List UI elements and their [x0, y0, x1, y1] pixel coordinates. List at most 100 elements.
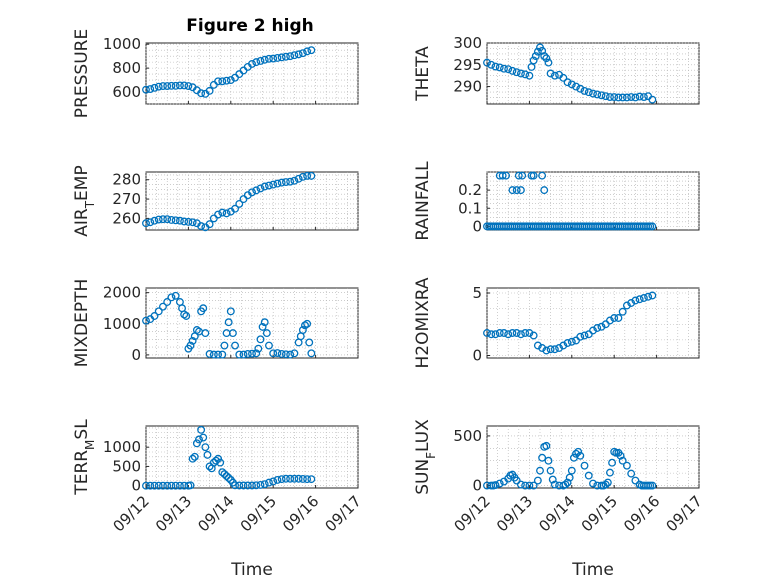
data-point	[525, 481, 534, 490]
data-point	[563, 78, 572, 87]
data-point	[303, 47, 312, 56]
data-point	[618, 456, 627, 465]
data-point	[529, 481, 538, 490]
data-point	[265, 341, 273, 350]
x-tick-label: 09/14	[194, 492, 237, 535]
data-point	[252, 349, 261, 358]
y-tick-label: 0	[472, 347, 482, 365]
data-point	[269, 180, 278, 189]
data-point	[167, 481, 176, 490]
data-point	[533, 47, 542, 56]
data-point	[231, 481, 239, 490]
data-point	[163, 298, 172, 306]
data-point	[281, 350, 290, 359]
data-point	[197, 89, 206, 98]
data-point	[197, 222, 206, 231]
data-point	[606, 468, 614, 477]
data-point	[262, 329, 271, 338]
data-point	[218, 350, 227, 359]
plot-area	[486, 287, 700, 359]
data-point	[150, 216, 159, 225]
data-point	[548, 475, 557, 484]
data-point	[265, 478, 273, 487]
data-point	[159, 82, 167, 91]
data-point	[188, 454, 197, 463]
y-tick-label: 295	[453, 56, 482, 74]
data-point	[209, 350, 218, 359]
data-point	[504, 65, 513, 74]
data-point	[243, 350, 252, 358]
y-axis-label: TERRMSL	[72, 419, 97, 496]
data-point	[546, 69, 555, 78]
data-point	[192, 326, 201, 334]
plot-area	[145, 287, 359, 359]
data-point	[214, 210, 223, 219]
y-tick-label: 0	[131, 477, 141, 495]
data-point	[512, 186, 521, 195]
data-point	[563, 339, 572, 347]
data-point	[252, 186, 261, 195]
data-point	[224, 474, 233, 482]
data-point	[521, 329, 530, 337]
data-point	[273, 54, 282, 62]
data-point	[209, 214, 218, 223]
data-point	[512, 476, 521, 485]
y-tick-label: 0	[472, 217, 482, 235]
data-point	[150, 312, 159, 320]
data-point	[495, 479, 504, 488]
data-point	[214, 454, 223, 463]
data-point	[491, 330, 500, 339]
data-point	[216, 458, 225, 467]
data-point	[192, 439, 201, 448]
data-point	[159, 215, 167, 224]
data-point	[286, 177, 295, 186]
data-point	[576, 451, 585, 460]
data-point	[589, 479, 597, 488]
data-point	[146, 85, 155, 93]
data-point	[199, 433, 208, 442]
data-point	[298, 49, 307, 58]
data-point	[608, 458, 617, 467]
data-point	[159, 302, 167, 311]
y-tick-label: 0.2	[458, 181, 482, 199]
data-point	[180, 310, 189, 319]
x-tick-label: 09/15	[237, 492, 280, 535]
data-point	[256, 56, 265, 65]
data-point	[222, 209, 231, 218]
data-point	[277, 350, 286, 358]
y-tick-label: 5	[472, 284, 482, 302]
data-point	[248, 481, 256, 490]
data-point	[516, 480, 525, 489]
data-point	[171, 216, 180, 225]
data-point	[303, 171, 312, 180]
data-point	[239, 350, 248, 359]
data-point	[222, 472, 231, 481]
data-point	[256, 184, 265, 193]
data-point	[550, 71, 559, 80]
data-point	[559, 341, 568, 350]
data-point	[150, 481, 159, 490]
data-point	[565, 473, 574, 482]
data-point	[248, 188, 256, 197]
x-tick-label: 09/12	[451, 492, 494, 535]
data-point	[252, 481, 261, 490]
data-point	[256, 335, 265, 344]
data-point	[260, 480, 269, 489]
data-point	[269, 477, 278, 486]
data-point	[631, 93, 640, 102]
y-tick-label: 260	[112, 209, 141, 227]
data-point	[589, 326, 597, 335]
subplot-theta: 290 295 300 THETA	[413, 34, 700, 105]
data-point	[618, 93, 627, 102]
data-point	[286, 350, 295, 359]
data-point	[516, 330, 525, 339]
data-point	[622, 461, 631, 470]
data-point	[635, 295, 644, 304]
x-axis-label: Time	[230, 560, 273, 580]
y-tick-label: 1000	[103, 315, 141, 333]
data-point	[273, 349, 282, 357]
subplot-grid: 600 800 1000 PRESSURE 290 295 300 THETA 26027028…	[72, 29, 706, 580]
data-point	[648, 291, 657, 300]
